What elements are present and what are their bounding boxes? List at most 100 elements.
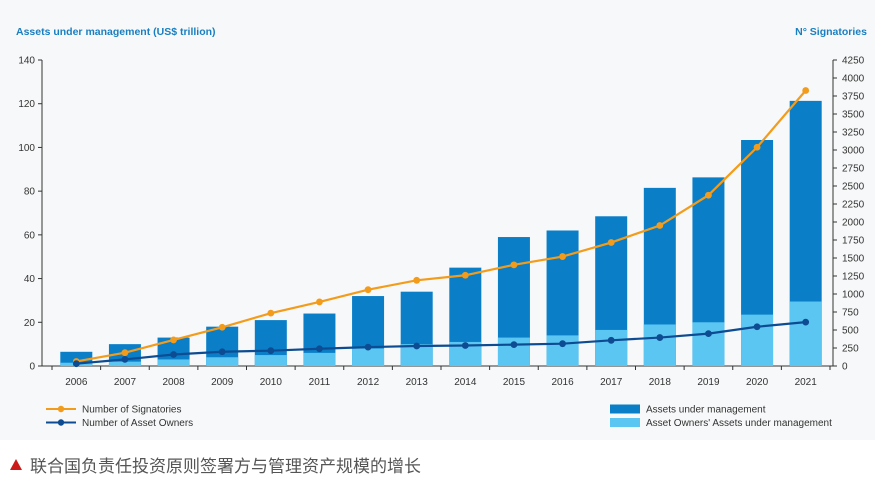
line-point — [753, 323, 761, 331]
right-tick-label: 3750 — [842, 92, 865, 103]
line-point — [170, 336, 177, 344]
bar — [303, 352, 336, 366]
bar — [741, 314, 774, 366]
bar — [352, 348, 385, 366]
line-point — [267, 347, 275, 355]
right-tick-label: 500 — [842, 326, 859, 337]
line-point — [218, 323, 226, 331]
right-tick-label: 1500 — [842, 254, 865, 265]
line-point — [607, 239, 615, 246]
line-point — [802, 87, 810, 94]
right-tick-label: 750 — [842, 308, 859, 319]
x-tick-label: 2007 — [114, 377, 137, 388]
x-tick-label: 2006 — [65, 377, 88, 388]
line-point — [72, 360, 80, 368]
bar — [108, 361, 141, 366]
x-tick-label: 2018 — [649, 377, 672, 388]
legend-label: Number of Asset Owners — [82, 418, 193, 429]
left-tick-label: 40 — [24, 274, 36, 285]
x-tick-label: 2013 — [406, 377, 429, 388]
bar — [546, 335, 579, 366]
x-tick-label: 2015 — [503, 377, 526, 388]
right-tick-label: 2500 — [842, 182, 865, 193]
triangle-marker-icon — [10, 458, 22, 470]
line-point — [656, 334, 664, 341]
line-point — [656, 222, 664, 229]
left-tick-label: 100 — [18, 143, 35, 154]
legend-bar-swatch — [610, 404, 640, 414]
bar — [595, 329, 628, 366]
line-point — [364, 286, 372, 294]
right-tick-label: 3000 — [842, 146, 865, 157]
left-tick-label: 120 — [18, 99, 35, 110]
chart: Assets under management (US$ trillion) N… — [16, 26, 867, 429]
axes: 0 20 40 60 80 100 120 140 0 250 500 750 1000 1250 1500… — [18, 56, 864, 389]
right-tick-label: 3250 — [842, 128, 865, 139]
line-point — [413, 342, 421, 350]
line-point — [705, 330, 712, 337]
x-tick-label: 2009 — [211, 377, 234, 388]
legend-marker — [57, 405, 65, 413]
line-point — [705, 191, 712, 199]
left-axis-title: Assets under management (US$ trillion) — [16, 26, 216, 38]
bars — [60, 100, 822, 366]
x-tick-label: 2019 — [697, 377, 720, 388]
series-line — [76, 89, 807, 363]
legend: Number of Signatories Number of Asset Own… — [46, 404, 832, 429]
right-tick-label: 1750 — [842, 236, 865, 247]
right-tick-label: 2250 — [842, 200, 865, 211]
right-tick-label: 4250 — [842, 56, 865, 67]
legend-label: Number of Signatories — [82, 405, 182, 416]
x-tick-label: 2020 — [746, 377, 769, 388]
legend-label: Asset Owners' Assets under management — [646, 418, 832, 429]
x-tick-label: 2008 — [162, 377, 185, 388]
line-point — [753, 143, 761, 151]
line-point — [510, 341, 518, 349]
legend-bar-swatch — [610, 418, 640, 427]
bar — [254, 355, 287, 366]
line-point — [461, 342, 469, 349]
x-tick-label: 2014 — [454, 377, 477, 388]
line-point — [461, 271, 469, 279]
bar — [789, 301, 822, 366]
right-tick-label: 0 — [842, 362, 848, 373]
line-point — [413, 276, 421, 284]
line-point — [267, 309, 275, 317]
bar — [206, 357, 239, 366]
left-tick-label: 20 — [24, 318, 36, 329]
caption-text: 联合国负责任投资原则签署方与管理资产规模的增长 — [30, 456, 421, 477]
bar — [157, 359, 190, 366]
right-axis-title: N° Signatories — [795, 26, 867, 38]
line-point — [802, 318, 810, 326]
x-tick-label: 2010 — [260, 377, 283, 388]
right-tick-label: 3500 — [842, 110, 865, 121]
line-point — [316, 345, 323, 353]
line-point — [121, 349, 129, 357]
line-point — [218, 348, 226, 356]
x-tick-label: 2017 — [600, 377, 623, 388]
figure-caption: 联合国负责任投资原则签署方与管理资产规模的增长 — [10, 452, 421, 477]
chart-panel — [0, 0, 875, 440]
right-tick-label: 1000 — [842, 290, 865, 301]
x-tick-label: 2011 — [309, 377, 331, 388]
x-tick-label: 2021 — [795, 377, 818, 388]
left-tick-label: 140 — [18, 56, 35, 67]
left-tick-label: 80 — [24, 187, 36, 198]
line-point — [170, 351, 177, 358]
x-tick-label: 2016 — [551, 377, 574, 388]
line-point — [559, 340, 566, 348]
left-tick-label: 60 — [24, 230, 36, 241]
bar — [643, 324, 676, 366]
x-tick-label: 2012 — [357, 377, 380, 388]
series-line — [76, 321, 806, 365]
lines — [72, 87, 810, 368]
right-tick-label: 1250 — [842, 272, 865, 283]
legend-label: Assets under management — [646, 405, 766, 416]
line-point — [510, 261, 518, 269]
line-point — [121, 355, 129, 363]
bar — [400, 344, 433, 366]
right-tick-label: 250 — [842, 344, 859, 355]
right-tick-label: 2000 — [842, 218, 865, 229]
right-tick-label: 4000 — [842, 74, 865, 85]
line-point — [364, 343, 372, 351]
